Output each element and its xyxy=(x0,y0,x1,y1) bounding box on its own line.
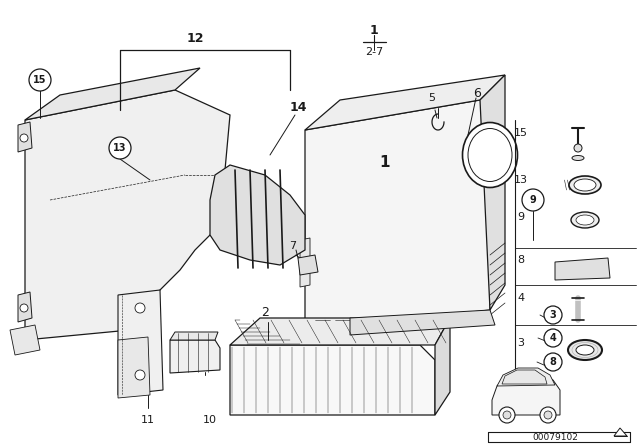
Circle shape xyxy=(499,407,515,423)
Polygon shape xyxy=(298,255,318,275)
Circle shape xyxy=(544,306,562,324)
Polygon shape xyxy=(614,428,627,436)
Text: 9: 9 xyxy=(517,212,525,222)
Text: 6: 6 xyxy=(473,86,481,99)
Text: 14: 14 xyxy=(289,100,307,113)
Polygon shape xyxy=(18,292,32,322)
Text: 2-7: 2-7 xyxy=(365,47,383,57)
Text: 7: 7 xyxy=(289,241,296,251)
Ellipse shape xyxy=(468,129,512,181)
Ellipse shape xyxy=(568,340,602,360)
Polygon shape xyxy=(502,370,547,384)
Text: 13: 13 xyxy=(514,175,528,185)
Text: 8: 8 xyxy=(550,357,556,367)
Polygon shape xyxy=(10,325,40,355)
Text: 11: 11 xyxy=(141,415,155,425)
Circle shape xyxy=(574,144,582,152)
Ellipse shape xyxy=(569,176,601,194)
Polygon shape xyxy=(435,318,450,415)
Polygon shape xyxy=(497,368,555,386)
Text: 3: 3 xyxy=(550,310,556,320)
Circle shape xyxy=(544,329,562,347)
Circle shape xyxy=(135,370,145,380)
Ellipse shape xyxy=(571,212,599,228)
Circle shape xyxy=(544,353,562,371)
Ellipse shape xyxy=(463,122,518,188)
Circle shape xyxy=(20,304,28,312)
Text: 15: 15 xyxy=(514,128,528,138)
Text: 00079102: 00079102 xyxy=(532,432,578,441)
Polygon shape xyxy=(492,373,560,415)
Polygon shape xyxy=(170,340,220,373)
Ellipse shape xyxy=(576,215,594,225)
Polygon shape xyxy=(25,68,200,120)
Polygon shape xyxy=(305,75,505,130)
Polygon shape xyxy=(300,238,310,287)
Circle shape xyxy=(503,411,511,419)
Text: 15: 15 xyxy=(33,75,47,85)
Polygon shape xyxy=(480,75,505,310)
Circle shape xyxy=(29,69,51,91)
Text: 9: 9 xyxy=(530,195,536,205)
Polygon shape xyxy=(230,345,435,415)
Text: 12: 12 xyxy=(186,31,204,44)
Text: 1: 1 xyxy=(380,155,390,169)
Text: 10: 10 xyxy=(203,415,217,425)
Circle shape xyxy=(135,303,145,313)
Text: 4: 4 xyxy=(517,293,525,303)
Text: 13: 13 xyxy=(113,143,127,153)
Circle shape xyxy=(20,134,28,142)
Polygon shape xyxy=(170,332,218,340)
Circle shape xyxy=(540,407,556,423)
Polygon shape xyxy=(230,318,450,345)
Text: 2: 2 xyxy=(261,306,269,319)
Polygon shape xyxy=(305,100,490,330)
Text: 3: 3 xyxy=(518,338,525,348)
Circle shape xyxy=(522,189,544,211)
Text: 8: 8 xyxy=(517,255,525,265)
Polygon shape xyxy=(25,90,230,340)
Ellipse shape xyxy=(576,345,594,355)
Circle shape xyxy=(109,137,131,159)
Polygon shape xyxy=(118,290,163,395)
Polygon shape xyxy=(210,165,305,265)
Text: 4: 4 xyxy=(550,333,556,343)
Polygon shape xyxy=(18,122,32,152)
Text: 5: 5 xyxy=(429,93,435,103)
Polygon shape xyxy=(350,310,495,335)
Ellipse shape xyxy=(572,155,584,160)
Polygon shape xyxy=(555,258,610,280)
Text: 1: 1 xyxy=(370,23,378,36)
Ellipse shape xyxy=(574,179,596,191)
Polygon shape xyxy=(118,337,150,398)
Circle shape xyxy=(544,411,552,419)
